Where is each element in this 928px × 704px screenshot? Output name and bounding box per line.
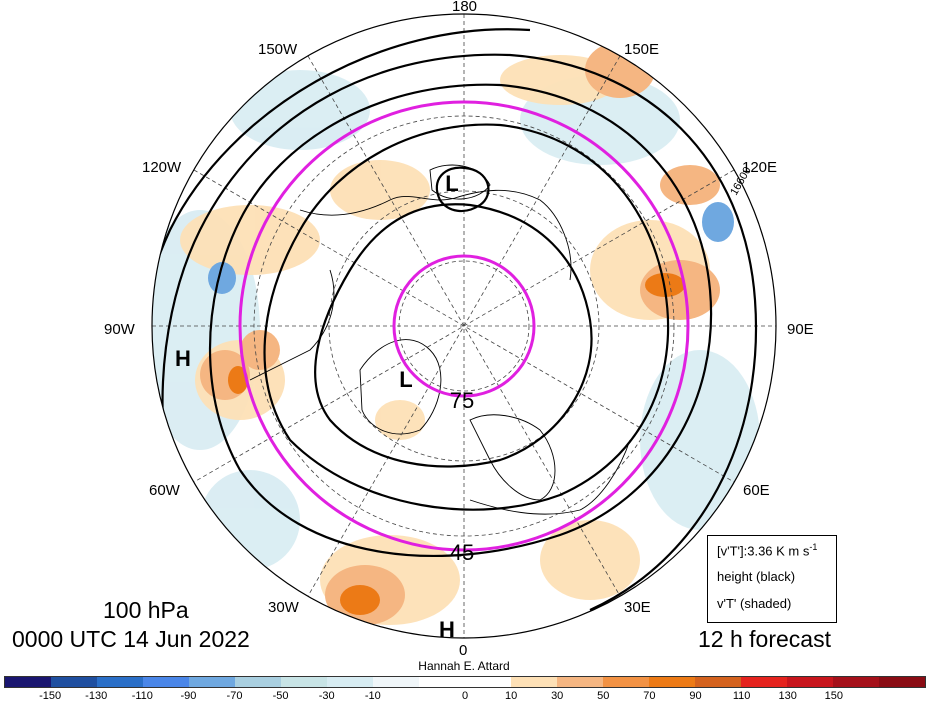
colorbar-swatch bbox=[51, 677, 97, 687]
map-boundary bbox=[151, 13, 777, 639]
legend-height-line: height (black) bbox=[717, 569, 796, 584]
colorbar-swatch bbox=[465, 677, 511, 687]
height-contours bbox=[152, 28, 758, 621]
lon-label-90e: 90E bbox=[787, 321, 814, 338]
valid-time-title: 0000 UTC 14 Jun 2022 bbox=[12, 626, 250, 652]
lat-45-circle bbox=[238, 100, 690, 552]
colorbar-tick-label: -30 bbox=[318, 690, 335, 702]
colorbar-tick-label: -130 bbox=[85, 690, 108, 702]
high-pressure-marker-1: H bbox=[175, 346, 191, 371]
colorbar-ticks: -150 -130 -110 -90 -70 -50 -30 -10 0 10 30 50 70 90 11… bbox=[0, 690, 928, 704]
lon-label-120w: 120W bbox=[142, 159, 182, 176]
graticule bbox=[152, 14, 776, 638]
colorbar-swatch bbox=[511, 677, 557, 687]
colorbar-swatch bbox=[373, 677, 419, 687]
colorbar-swatch bbox=[189, 677, 235, 687]
colorbar-swatch bbox=[419, 677, 465, 687]
high-pressure-marker-2: H bbox=[439, 617, 455, 642]
lon-label-60e: 60E bbox=[743, 482, 770, 499]
low-pressure-marker-2: L bbox=[399, 367, 412, 392]
colorbar-tick-label: -50 bbox=[272, 690, 289, 702]
colorbar-swatch bbox=[235, 677, 281, 687]
latitude-highlight-circles bbox=[238, 100, 690, 552]
colorbar-tick-label: 70 bbox=[643, 690, 656, 702]
colorbar-swatch bbox=[649, 677, 695, 687]
lat-label-75: 75 bbox=[450, 388, 474, 413]
colorbar-tick-label: -150 bbox=[39, 690, 62, 702]
colorbar-swatch bbox=[603, 677, 649, 687]
colorbar-tick-label: 0 bbox=[461, 690, 469, 702]
colorbar bbox=[4, 676, 926, 688]
lon-label-30w: 30W bbox=[268, 599, 299, 616]
colorbar-tick-label: -90 bbox=[180, 690, 197, 702]
colorbar-swatch bbox=[327, 677, 373, 687]
colorbar-swatch bbox=[5, 677, 51, 687]
lon-label-30e: 30E bbox=[624, 599, 651, 616]
colorbar-swatch bbox=[281, 677, 327, 687]
legend-flux-text: [v'T']:3.36 K m s bbox=[717, 543, 810, 559]
colorbar-tick-label: 10 bbox=[504, 690, 518, 702]
colorbar-tick-label: -70 bbox=[226, 690, 243, 702]
low-pressure-marker-1: L bbox=[445, 171, 458, 196]
colorbar-tick-label: -110 bbox=[131, 690, 153, 702]
legend-flux-unit-exponent: -1 bbox=[809, 542, 818, 552]
colorbar-tick-label: 90 bbox=[689, 690, 702, 702]
colorbar-swatch bbox=[833, 677, 879, 687]
colorbar-swatch bbox=[879, 677, 925, 687]
colorbar-tick-label: -10 bbox=[364, 690, 381, 702]
colorbar-tick-label: 130 bbox=[778, 690, 797, 702]
colorbar-swatch bbox=[787, 677, 833, 687]
lon-label-120e: 120E bbox=[742, 159, 778, 176]
lon-label-60w: 60W bbox=[149, 482, 180, 499]
shading-layer bbox=[152, 42, 760, 625]
lon-label-150e: 150E bbox=[624, 41, 660, 58]
lat-label-45: 45 bbox=[450, 540, 474, 565]
colorbar-tick-label: 30 bbox=[551, 690, 564, 702]
author-credit: Hannah E. Attard bbox=[418, 659, 510, 673]
colorbar-swatch bbox=[97, 677, 143, 687]
lon-label-90w: 90W bbox=[104, 321, 135, 338]
lon-label-180: 180 bbox=[452, 0, 478, 15]
colorbar-swatch bbox=[741, 677, 787, 687]
colorbar-tick-label: 50 bbox=[597, 690, 610, 702]
colorbar-swatch bbox=[695, 677, 741, 687]
legend-flux-line: [v'T']:3.36 K m s-1 bbox=[717, 542, 817, 558]
colorbar-swatch bbox=[557, 677, 603, 687]
lon-label-0: 0 bbox=[459, 642, 468, 659]
pressure-level-title: 100 hPa bbox=[103, 597, 189, 623]
colorbar-swatch bbox=[143, 677, 189, 687]
colorbar-tick-label: 150 bbox=[824, 690, 843, 702]
colorbar-tick-label: 110 bbox=[732, 690, 751, 702]
legend-box: [v'T']:3.36 K m s-1 height (black) v'T' … bbox=[707, 535, 837, 623]
legend-shading-line: v'T' (shaded) bbox=[717, 596, 792, 611]
lat-75-circle bbox=[392, 254, 536, 398]
lon-label-150w: 150W bbox=[258, 41, 298, 58]
forecast-hour-title: 12 h forecast bbox=[698, 626, 831, 652]
